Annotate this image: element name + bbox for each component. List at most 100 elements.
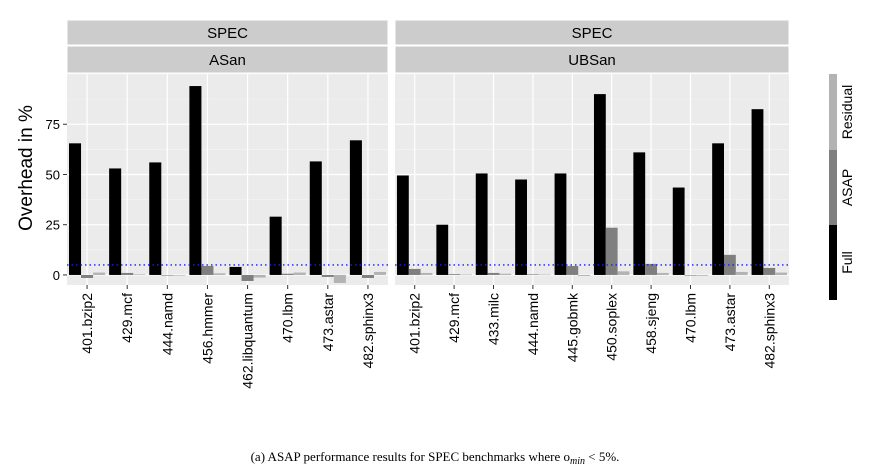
bar-full [309, 161, 322, 275]
bar-asap [241, 274, 254, 281]
bar-full [475, 173, 488, 275]
legend-label-residual: Residual [839, 85, 855, 139]
bar-residual [373, 271, 386, 275]
strip-top [66, 19, 389, 46]
strip-bottom [394, 45, 790, 74]
bar-asap [723, 254, 736, 275]
bar-full [436, 224, 449, 275]
bar-asap [161, 274, 174, 276]
bar-residual [735, 271, 748, 275]
bar-residual [213, 273, 226, 275]
bar-full [515, 179, 527, 275]
caption-main: (a) ASAP performance results for SPEC be… [251, 449, 570, 464]
x-tick-label: 401.bzip2 [407, 293, 423, 354]
panel-ubsan: SPEC UBSan 401.bzip2 429.mcf 433.milc 444.nam… [394, 19, 790, 369]
bar-full [109, 168, 122, 275]
bar-full [593, 94, 606, 275]
strip-bottom [66, 45, 389, 74]
bar-full [149, 162, 162, 275]
bar-residual [173, 274, 186, 276]
x-tick-label: 445.gobmk [564, 292, 580, 362]
bar-residual [420, 272, 433, 275]
y-tick-label: 0 [53, 268, 60, 283]
x-tick-label: 482.sphinx3 [360, 293, 376, 369]
bar-residual [538, 274, 551, 276]
bar-full [349, 140, 362, 275]
strip-top [394, 19, 790, 46]
bar-residual [657, 272, 669, 275]
x-tick-label: 458.sjeng [643, 293, 659, 354]
bar-asap [321, 274, 334, 277]
bar-full [751, 109, 764, 275]
x-tick-label: 444.namd [525, 293, 541, 355]
bar-asap [566, 265, 579, 275]
bar-asap [645, 263, 658, 275]
bar-residual [333, 274, 346, 283]
bar-asap [684, 274, 697, 276]
x-tick-label: 433.milc [486, 293, 502, 345]
caption-subscript: min [570, 456, 585, 467]
legend-swatch-full [829, 225, 837, 300]
x-tick-label: 456.hmmer [199, 293, 215, 364]
bar-asap [526, 274, 539, 275]
bar-full [189, 86, 202, 275]
bar-full [672, 187, 685, 275]
legend-label-asap: ASAP [839, 169, 855, 206]
strip-top-label: SPEC [572, 25, 613, 42]
legend: Residual ASAP Full [829, 74, 855, 300]
bar-asap [201, 265, 214, 275]
bar-residual [93, 272, 106, 275]
x-tick-label: 450.soplex [604, 293, 620, 361]
bar-full [396, 175, 409, 275]
strip-top-label: SPEC [207, 25, 248, 42]
bar-asap [121, 272, 134, 275]
panel-asan: SPEC ASan 401.bzip2 429.mcf 444.namd 456.hmme… [66, 19, 389, 389]
bar-residual [499, 273, 512, 275]
bar-full [554, 173, 567, 275]
bar-residual [775, 272, 788, 275]
strip-bottom-label: UBSan [568, 52, 616, 69]
bar-asap [605, 227, 618, 275]
bar-asap [361, 274, 374, 278]
y-tick-label: 25 [46, 218, 60, 233]
x-tick-label: 473.astar [722, 293, 738, 352]
x-tick-label: 473.astar [320, 293, 336, 352]
y-tick-label: 50 [46, 167, 60, 182]
bar-full [712, 143, 724, 275]
legend-label-full: Full [839, 251, 855, 274]
caption-tail: < 5%. [585, 449, 619, 464]
bar-full [633, 152, 646, 275]
bar-residual [578, 274, 591, 276]
y-axis-label: Overhead in % [16, 105, 37, 231]
panels-layer: SPEC ASan 401.bzip2 429.mcf 444.namd 456.hmme… [66, 19, 790, 389]
x-tick-label: 444.namd [159, 293, 175, 355]
bar-asap [408, 268, 421, 275]
bar-residual [696, 274, 709, 276]
bar-asap [487, 272, 500, 275]
bar-residual [293, 272, 306, 275]
legend-swatch-residual [829, 74, 837, 150]
bar-full [269, 216, 282, 275]
bar-asap [448, 274, 461, 275]
y-axis: 0 25 50 75 [46, 117, 67, 283]
x-tick-label: 462.libquantum [240, 293, 256, 389]
bar-residual [617, 271, 630, 275]
bar-residual [253, 274, 266, 278]
x-tick-label: 429.mcf [119, 293, 135, 343]
x-tick-label: 482.sphinx3 [761, 293, 777, 369]
bar-asap [763, 267, 776, 275]
bar-residual [133, 274, 146, 275]
bar-asap [281, 273, 294, 275]
bar-full [69, 143, 82, 275]
x-tick-label: 401.bzip2 [79, 293, 95, 354]
x-tick-label: 429.mcf [446, 293, 462, 343]
bar-residual [460, 274, 472, 276]
x-tick-label: 470.lbm [280, 293, 296, 343]
bar-full [229, 266, 242, 275]
bar-asap [81, 274, 94, 278]
x-tick-label: 470.lbm [683, 293, 699, 343]
legend-swatch-asap [829, 150, 837, 225]
y-tick-label: 75 [46, 117, 60, 132]
caption: (a) ASAP performance results for SPEC be… [251, 449, 620, 467]
